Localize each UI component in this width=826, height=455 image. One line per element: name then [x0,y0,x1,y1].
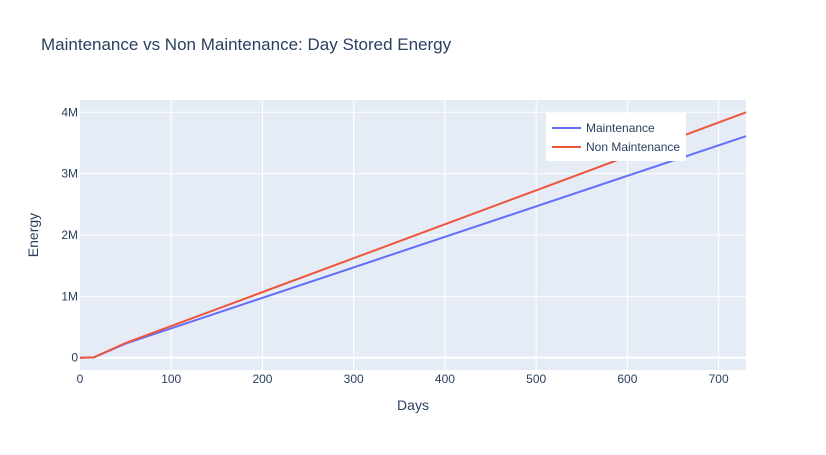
series-line-non-maintenance[interactable] [79,111,747,359]
legend-background [546,113,686,161]
x-tick-label: 600 [617,372,637,386]
y-tick-label: 3M [61,167,78,181]
series-lines [79,111,747,359]
x-tick-label: 200 [252,372,272,386]
x-tick-label: 700 [709,372,729,386]
y-tick-label: 1M [61,289,78,303]
legend[interactable]: Maintenance Non Maintenance [546,113,686,161]
y-axis-ticks: 0 1M 2M 3M 4M [61,105,78,364]
legend-label: Maintenance [586,121,655,135]
x-axis-ticks: 0 100 200 300 400 500 600 700 [77,372,729,386]
x-axis-label: Days [397,397,429,413]
x-tick-label: 300 [344,372,364,386]
legend-label: Non Maintenance [586,140,680,154]
y-axis-label: Energy [25,213,41,257]
x-tick-label: 0 [77,372,84,386]
legend-item-non-maintenance[interactable]: Non Maintenance [552,140,680,154]
y-tick-label: 2M [61,228,78,242]
legend-item-maintenance[interactable]: Maintenance [552,121,655,135]
x-tick-label: 400 [435,372,455,386]
x-tick-label: 500 [526,372,546,386]
y-tick-label: 4M [61,105,78,119]
y-tick-label: 0 [71,351,78,365]
chart-title: Maintenance vs Non Maintenance: Day Stor… [41,35,452,54]
x-tick-label: 100 [161,372,181,386]
